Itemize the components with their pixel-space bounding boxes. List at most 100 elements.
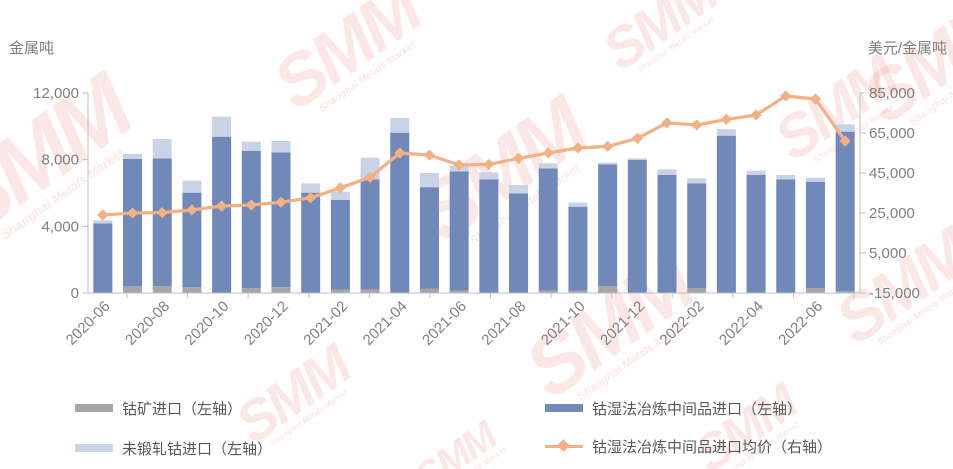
price-marker-2020-07: [126, 207, 139, 219]
price-marker-2022-01: [661, 117, 673, 129]
bar-segment-2-2021-12: [627, 158, 647, 160]
x-axis-label: 2022-02: [657, 298, 708, 349]
plot-area: 0 4,000 8,000 12,000 -15,000 5,000 25,000 45,00…: [33, 85, 920, 349]
price-marker-2020-08: [156, 207, 168, 219]
bar-segment-1-2021-10: [568, 206, 588, 291]
left-axis-tick-label: 12,000: [33, 85, 79, 102]
price-marker-2021-03: [364, 171, 376, 183]
bar-segment-2-2021-02: [330, 191, 350, 200]
bar-segment-2-2022-06: [805, 177, 825, 182]
price-marker-2021-08: [512, 152, 525, 164]
bar-segment-0-2021-05: [419, 288, 439, 293]
bar-segment-0-2022-07: [835, 291, 855, 293]
x-axis-label: 2021-02: [300, 298, 351, 349]
price-marker-2021-04: [394, 147, 406, 159]
bar-segment-1-2021-02: [330, 200, 350, 290]
bar-segment-0-2021-09: [538, 290, 558, 293]
left-axis-tick-label: 8,000: [41, 152, 79, 169]
legend-item-ore: 钴矿进口（左轴）: [75, 399, 242, 418]
bar-segment-2-2020-06: [93, 220, 113, 224]
left-axis-title: 金属吨: [9, 40, 55, 57]
legend-item-intermediate: 钴湿法冶炼中间品进口（左轴）: [545, 399, 803, 418]
left-axis-tick-label: 0: [71, 285, 79, 302]
price-marker-2021-10: [572, 142, 584, 154]
bar-segment-1-2021-07: [479, 179, 499, 293]
bar-segment-0-2020-09: [182, 287, 202, 293]
left-axis-tick-label: 4,000: [41, 218, 79, 235]
right-axis-title: 美元/金属吨: [867, 40, 947, 57]
bar-segment-1-2020-06: [93, 223, 113, 293]
bar-segment-2-2021-11: [598, 162, 618, 165]
right-axis-tick-label: 25,000: [869, 205, 915, 222]
x-axis-label: 2021-10: [538, 298, 589, 349]
bar-segment-1-2021-03: [360, 179, 380, 290]
legend-label-intermediate: 钴湿法冶炼中间品进口（左轴）: [592, 400, 803, 418]
bar-segment-2-2022-03: [716, 129, 736, 136]
bar-segment-1-2020-07: [123, 159, 143, 287]
bar-segment-0-2021-02: [330, 289, 350, 293]
bar-segment-1-2022-06: [805, 181, 825, 289]
right-axis-tick-label: 5,000: [869, 245, 907, 262]
price-marker-2022-06: [809, 93, 822, 105]
bar-segment-1-2021-05: [419, 187, 439, 289]
bar-segment-0-2021-06: [449, 290, 469, 293]
x-axis-label: 2021-06: [419, 298, 470, 349]
price-marker-2021-12: [631, 132, 643, 144]
bar-segment-0-2020-12: [271, 287, 291, 293]
x-axis-label: 2021-08: [478, 298, 529, 349]
price-marker-2021-06: [453, 159, 465, 171]
price-marker-2020-11: [245, 199, 257, 211]
bar-segment-2-2021-05: [419, 173, 439, 188]
right-axis-tick-label: -15,000: [869, 285, 920, 302]
bar-segment-2-2021-01: [301, 183, 321, 193]
legend-swatch-intermediate: [545, 404, 583, 412]
bar-segment-0-2020-08: [152, 286, 172, 293]
bar-segment-2-2020-10: [212, 116, 232, 137]
legend-item-unwrought: 未锻轧钴进口（左轴）: [75, 439, 272, 458]
legend-swatch-ore: [75, 404, 113, 412]
bar-segment-1-2020-09: [182, 192, 202, 288]
bar-segment-0-2022-06: [805, 288, 825, 293]
right-axis-tick-label: 45,000: [869, 165, 915, 182]
bar-segment-0-2020-11: [241, 288, 261, 293]
bar-segment-1-2022-01: [657, 175, 677, 293]
price-marker-2022-03: [720, 113, 732, 125]
bar-segment-2-2022-05: [776, 175, 796, 180]
bar-segment-2-2021-08: [509, 185, 529, 194]
legend-swatch-unwrought: [75, 444, 113, 452]
bar-segment-0-2022-02: [687, 288, 707, 293]
price-marker-2021-02: [334, 182, 346, 194]
bar-segment-2-2022-02: [687, 178, 707, 184]
price-marker-2021-11: [602, 140, 614, 152]
bar-segment-2-2022-07: [835, 124, 855, 132]
bar-segment-2-2021-09: [538, 163, 558, 169]
bar-segment-1-2021-12: [627, 160, 647, 293]
x-axis-label: 2020-10: [181, 298, 232, 349]
bar-segment-0-2021-10: [568, 290, 588, 293]
bar-segment-0-2021-03: [360, 289, 380, 293]
price-marker-2021-07: [483, 158, 495, 170]
right-axis-tick-label: 65,000: [869, 125, 915, 142]
x-axis-label: 2020-06: [63, 298, 114, 349]
bar-segment-1-2021-08: [509, 193, 529, 293]
bar-segment-1-2022-07: [835, 131, 855, 292]
bar-segment-1-2022-02: [687, 183, 707, 288]
legend-diamond-icon: [557, 439, 570, 452]
price-marker-2020-12: [275, 196, 287, 208]
x-axis-label: 2020-08: [122, 298, 173, 349]
bar-segment-1-2021-06: [449, 171, 469, 291]
bar-segment-1-2020-12: [271, 152, 291, 288]
bar-segment-1-2021-01: [301, 192, 321, 293]
smm-watermark-logo-text: SMM: [407, 414, 504, 469]
bar-segment-1-2021-09: [538, 168, 558, 291]
right-axis-tick-label: 85,000: [869, 85, 915, 102]
smm-watermark-subtext: Shanghai Metals Market: [428, 445, 508, 469]
bar-segment-2-2020-12: [271, 141, 291, 153]
bar-segment-2-2020-11: [241, 141, 261, 151]
bar-segment-2-2022-04: [746, 170, 766, 175]
price-marker-2020-09: [186, 204, 198, 216]
legend-label-avg-price: 钴湿法冶炼中间品进口均价（右轴）: [592, 438, 833, 456]
bar-segment-2-2021-04: [390, 118, 410, 133]
